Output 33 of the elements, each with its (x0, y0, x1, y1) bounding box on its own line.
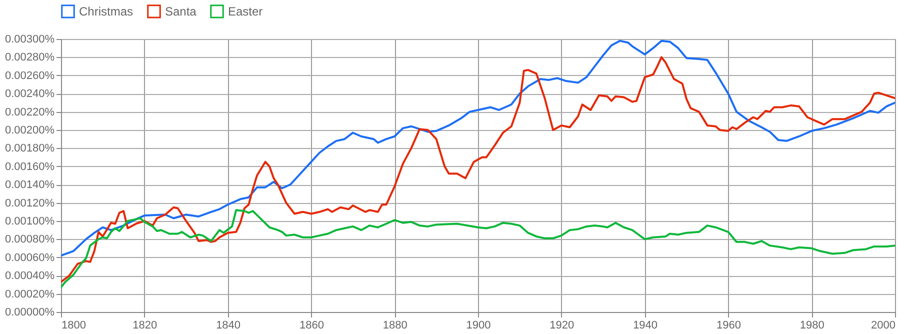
y-tick-label: 0.00120% (4, 197, 55, 210)
legend-label: Christmas (79, 4, 134, 18)
x-tick-label: 1900 (466, 320, 491, 332)
y-tick-label: 0.00000% (4, 306, 55, 318)
y-tick-label: 0.00140% (4, 179, 55, 192)
y-tick-label: 0.00060% (4, 252, 55, 264)
x-tick-label: 1980 (800, 320, 824, 332)
line-series (61, 56, 895, 283)
y-tick-label: 0.00240% (4, 88, 55, 100)
legend-label: Santa (165, 4, 197, 18)
x-tick-label: 1840 (216, 320, 241, 332)
line-series (61, 40, 895, 257)
line-series (61, 209, 895, 288)
y-tick-label: 0.00260% (4, 70, 55, 82)
y-tick-label: 0.00300% (4, 34, 55, 46)
x-tick-label: 1960 (716, 320, 741, 332)
y-tick-label: 0.00280% (4, 52, 55, 64)
x-tick-label: 1860 (299, 320, 324, 332)
legend-label: Easter (228, 4, 263, 18)
y-tick-label: 0.00200% (4, 124, 55, 136)
x-tick-label: 1940 (633, 320, 658, 332)
x-tick-label: 1820 (132, 320, 158, 332)
y-tick-label: 0.00100% (4, 216, 55, 228)
x-tick-label: 2000 (871, 320, 896, 332)
y-tick-label: 0.00040% (4, 270, 55, 282)
x-tick-label: 1880 (382, 320, 408, 332)
y-tick-label: 0.00020% (4, 288, 55, 300)
y-tick-label: 0.00220% (4, 106, 55, 118)
y-tick-label: 0.00180% (4, 142, 55, 155)
y-tick-label: 0.00160% (4, 160, 55, 173)
x-tick-label: 1920 (550, 320, 574, 332)
y-tick-label: 0.00080% (4, 234, 55, 246)
x-tick-label: 1800 (62, 320, 86, 332)
